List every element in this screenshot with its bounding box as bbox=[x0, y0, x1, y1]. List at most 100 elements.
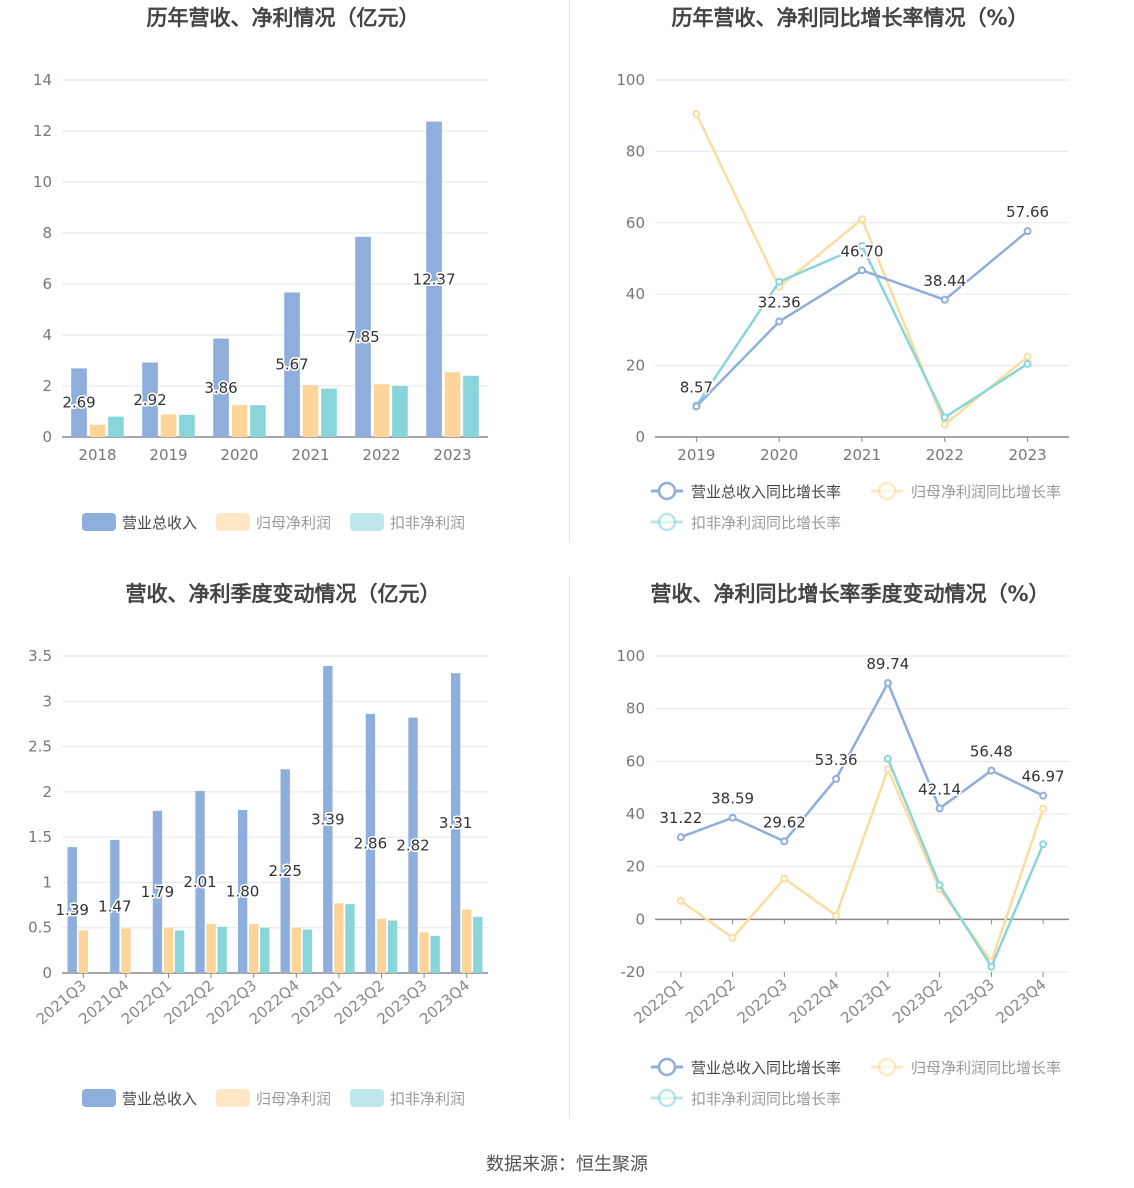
y-tick-label: 100 bbox=[616, 71, 645, 89]
bar-data-label: 2.01 bbox=[183, 873, 216, 891]
bar bbox=[152, 810, 163, 973]
series-line bbox=[680, 765, 1045, 965]
bar-data-label: 1.79 bbox=[141, 883, 174, 901]
panel-divider-bottom bbox=[569, 576, 570, 1118]
bar bbox=[473, 916, 483, 973]
bar bbox=[142, 362, 158, 437]
annual-line-panel: 历年营收、净利同比增长率情况（%） 0 20 40 60 80 100 8.57 32.36 46… bbox=[567, 0, 1134, 576]
bar-data-label: 1.39 bbox=[56, 901, 89, 919]
y-tick-label: 6 bbox=[42, 275, 52, 293]
legend-label: 扣非净利润 bbox=[390, 1090, 465, 1108]
y-tick-label: 10 bbox=[33, 173, 52, 191]
data-point bbox=[676, 896, 685, 905]
bar bbox=[217, 926, 227, 973]
data-point bbox=[1039, 791, 1048, 800]
y-tick-label: 60 bbox=[626, 752, 645, 770]
bar bbox=[195, 790, 205, 973]
bar bbox=[110, 839, 120, 973]
bar-data-label: 12.37 bbox=[413, 270, 456, 288]
y-tick-label: 12 bbox=[33, 122, 52, 140]
bar bbox=[160, 414, 177, 437]
y-tick-label: 0 bbox=[42, 428, 52, 446]
x-tick-label: 2020 bbox=[220, 446, 258, 464]
bar bbox=[121, 928, 131, 973]
bar-data-label: 2.86 bbox=[354, 834, 387, 852]
data-point bbox=[940, 420, 949, 429]
x-tick-label: 2022Q3 bbox=[734, 975, 791, 1027]
bar-data-label: 2.25 bbox=[269, 862, 302, 880]
bar-data-label: 2.69 bbox=[62, 394, 95, 412]
legend-label: 归母净利润 bbox=[256, 514, 331, 532]
bar bbox=[89, 424, 106, 437]
bar bbox=[249, 924, 259, 973]
data-point bbox=[832, 911, 841, 920]
y-tick-label: 0.5 bbox=[28, 919, 52, 937]
legend-marker bbox=[657, 1088, 677, 1108]
legend-marker bbox=[657, 481, 677, 501]
y-tick-label: 40 bbox=[626, 285, 645, 303]
y-tick-label: 8 bbox=[42, 224, 52, 242]
data-source-note: 数据来源：恒生聚源 bbox=[486, 1154, 648, 1175]
bar bbox=[108, 416, 124, 437]
legend-label: 归母净利润同比增长率 bbox=[911, 483, 1061, 501]
legend-label: 扣非净利润 bbox=[390, 514, 465, 532]
bar bbox=[78, 930, 88, 973]
y-tick-label: 2.5 bbox=[28, 738, 52, 756]
panel-divider-top bbox=[569, 0, 570, 542]
bar bbox=[71, 368, 87, 437]
legend-label: 营业总收入同比增长率 bbox=[691, 1059, 841, 1077]
x-tick-label: 2019 bbox=[149, 446, 187, 464]
legend-swatch bbox=[82, 513, 116, 531]
legend-swatch bbox=[82, 1089, 116, 1107]
bar bbox=[376, 918, 387, 973]
data-point bbox=[775, 317, 784, 326]
legend-label: 营业总收入同比增长率 bbox=[691, 483, 841, 501]
point-data-label: 38.44 bbox=[923, 272, 966, 290]
bar bbox=[321, 388, 337, 437]
y-tick-label: -20 bbox=[621, 963, 646, 981]
bar bbox=[426, 121, 442, 437]
point-data-label: 46.70 bbox=[841, 242, 884, 260]
x-tick-label: 2021 bbox=[843, 446, 881, 464]
y-tick-label: 100 bbox=[616, 647, 645, 665]
bar bbox=[280, 769, 290, 973]
x-tick-label: 2022 bbox=[926, 446, 964, 464]
x-tick-label: 2023Q2 bbox=[889, 975, 946, 1027]
bar-data-label: 1.80 bbox=[226, 882, 259, 900]
bar bbox=[334, 903, 344, 973]
bar-data-label: 2.92 bbox=[133, 391, 166, 409]
annual-bar-chart: 历年营收、净利情况（亿元） 0 2 4 6 8 10 12 14 2.69 2.92 3.86 5.67… bbox=[33, 6, 488, 532]
data-point bbox=[676, 833, 685, 842]
annual-line-chart: 历年营收、净利同比增长率情况（%） 0 20 40 60 80 100 8.57 32.36 46… bbox=[616, 6, 1069, 532]
legend-marker bbox=[657, 1057, 677, 1077]
x-tick-label: 2022 bbox=[362, 446, 400, 464]
x-tick-label: 2023 bbox=[1009, 446, 1047, 464]
bar bbox=[302, 385, 319, 437]
y-tick-label: 3 bbox=[42, 692, 52, 710]
bar bbox=[231, 405, 248, 437]
bar bbox=[355, 236, 371, 437]
y-tick-label: 1 bbox=[42, 873, 52, 891]
bar-data-label: 3.86 bbox=[204, 379, 237, 397]
bar bbox=[67, 847, 77, 973]
data-point bbox=[1023, 352, 1032, 361]
chart-title: 历年营收、净利同比增长率情况（%） bbox=[671, 6, 1028, 30]
y-tick-label: 60 bbox=[626, 214, 645, 232]
chart-title: 营收、净利季度变动情况（亿元） bbox=[126, 582, 441, 606]
legend-swatch bbox=[350, 513, 384, 531]
point-data-label: 57.66 bbox=[1006, 203, 1049, 221]
data-point bbox=[1023, 359, 1032, 368]
bar bbox=[450, 673, 461, 973]
y-tick-label: 20 bbox=[626, 858, 645, 876]
bar-data-label: 5.67 bbox=[275, 356, 308, 374]
data-point bbox=[940, 413, 949, 422]
data-point bbox=[987, 766, 996, 775]
series-line bbox=[886, 758, 1045, 970]
legend-label: 归母净利润 bbox=[256, 1090, 331, 1108]
point-data-label: 38.59 bbox=[711, 790, 754, 808]
legend-label: 归母净利润同比增长率 bbox=[911, 1059, 1061, 1077]
series-line bbox=[680, 680, 1044, 843]
bar bbox=[430, 935, 440, 973]
bar bbox=[419, 932, 429, 973]
data-point bbox=[1023, 227, 1032, 236]
